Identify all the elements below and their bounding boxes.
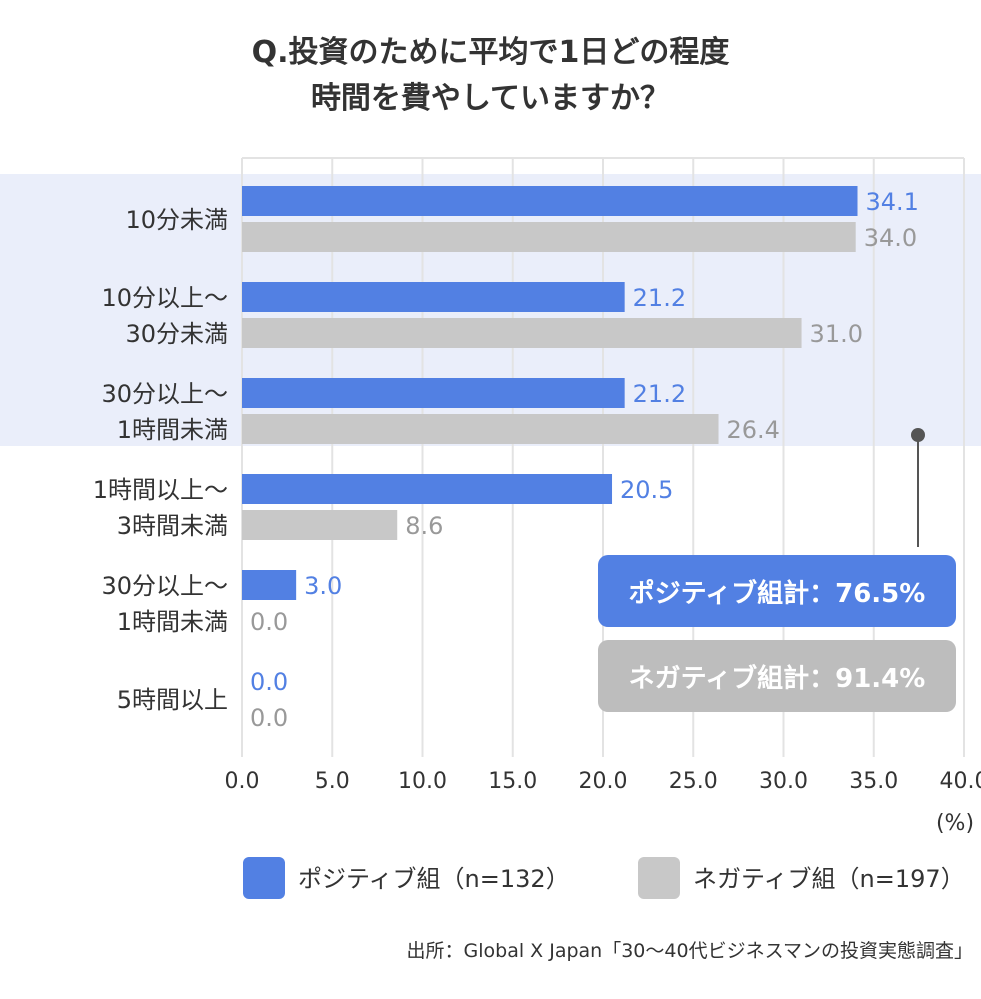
category-label: 1時間以上〜 xyxy=(93,476,228,504)
category-label: 3時間未満 xyxy=(117,512,228,540)
negative-total-callout: ネガティブ組計：91.4% xyxy=(598,640,956,712)
title-line-1: Q.投資のために平均で1日どの程度 xyxy=(251,35,730,70)
negative-bar xyxy=(242,318,802,348)
category-label: 1時間未満 xyxy=(117,416,228,444)
positive-value-label: 3.0 xyxy=(304,572,342,600)
negative-bar xyxy=(242,510,398,540)
negative-value-label: 26.4 xyxy=(727,416,780,444)
negative-bar xyxy=(242,222,856,252)
x-tick-label: 25.0 xyxy=(669,769,718,794)
chart-title: Q.投資のために平均で1日どの程度 時間を費やしていますか？ xyxy=(0,30,981,122)
negative-value-label: 0.0 xyxy=(250,608,288,636)
positive-value-label: 21.2 xyxy=(633,284,686,312)
x-tick-label: 30.0 xyxy=(759,769,808,794)
positive-value-label: 21.2 xyxy=(633,380,686,408)
category-label: 30分未満 xyxy=(125,320,228,348)
legend-label-negative: ネガティブ組（n=197） xyxy=(693,865,965,893)
category-label: 10分以上〜 xyxy=(101,284,228,312)
category-label: 30分以上〜 xyxy=(101,380,228,408)
legend-label-positive: ポジティブ組（n=132） xyxy=(298,865,570,893)
title-line-2: 時間を費やしていますか？ xyxy=(310,81,671,116)
legend-swatch-positive xyxy=(243,857,285,899)
positive-bar xyxy=(242,186,858,216)
x-tick-label: 0.0 xyxy=(225,769,260,794)
category-label: 5時間以上 xyxy=(117,686,228,714)
negative-value-label: 8.6 xyxy=(405,512,443,540)
category-label: 10分未満 xyxy=(125,206,228,234)
negative-value-label: 34.0 xyxy=(864,224,917,252)
x-tick-label: 20.0 xyxy=(579,769,628,794)
positive-bar xyxy=(242,282,625,312)
positive-total-callout: ポジティブ組計：76.5% xyxy=(598,555,956,627)
x-tick-label: 5.0 xyxy=(315,769,350,794)
positive-bar xyxy=(242,474,613,504)
positive-value-label: 0.0 xyxy=(250,668,288,696)
unit-label: (%) xyxy=(936,811,974,836)
negative-value-label: 31.0 xyxy=(810,320,863,348)
x-tick-label: 35.0 xyxy=(849,769,898,794)
positive-value-label: 34.1 xyxy=(866,188,919,216)
x-tick-label: 15.0 xyxy=(488,769,537,794)
legend-swatch-negative xyxy=(638,857,680,899)
positive-bar xyxy=(242,570,297,600)
source-note: 出所：Global X Japan「30〜40代ビジネスマンの投資実態調査」 xyxy=(406,940,973,962)
negative-bar xyxy=(242,414,719,444)
callout-connector-dot xyxy=(911,428,925,442)
x-tick-label: 10.0 xyxy=(398,769,447,794)
negative-value-label: 0.0 xyxy=(250,704,288,732)
positive-value-label: 20.5 xyxy=(620,476,673,504)
positive-bar xyxy=(242,378,625,408)
x-tick-label: 40.0 xyxy=(940,769,981,794)
category-label: 1時間未満 xyxy=(117,608,228,636)
category-label: 30分以上〜 xyxy=(101,572,228,600)
